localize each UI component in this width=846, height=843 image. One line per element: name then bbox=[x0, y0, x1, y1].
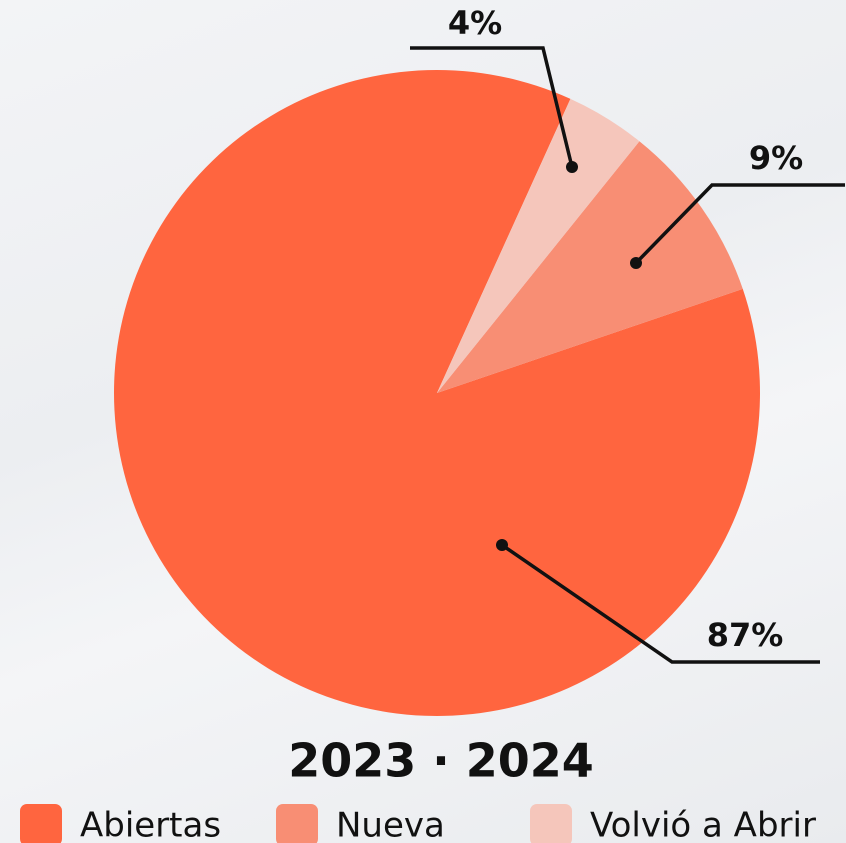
legend-label: Volvió a Abrir bbox=[590, 806, 816, 843]
data-label: 4% bbox=[448, 4, 502, 42]
legend-swatch bbox=[20, 804, 62, 843]
leader-line bbox=[501, 543, 820, 664]
legend-swatch bbox=[530, 804, 572, 843]
legend-swatch bbox=[276, 804, 318, 843]
pie-slice bbox=[437, 141, 743, 393]
leader-line bbox=[410, 46, 574, 168]
pie-slice bbox=[437, 98, 640, 393]
pie-slice bbox=[113, 69, 761, 716]
leader-dot bbox=[566, 161, 578, 173]
legend-label: Abiertas bbox=[80, 806, 221, 843]
data-label: 9% bbox=[749, 139, 803, 177]
leader-line bbox=[634, 183, 845, 265]
chart-title: 2023 · 2024 bbox=[288, 734, 594, 788]
legend-label: Nueva bbox=[336, 806, 445, 843]
leader-dot bbox=[630, 257, 642, 269]
leader-dot bbox=[496, 539, 508, 551]
data-label: 87% bbox=[707, 616, 784, 654]
